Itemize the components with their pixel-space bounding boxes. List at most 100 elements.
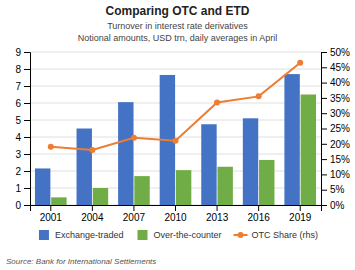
subtitle: Turnover in interest rate derivatives xyxy=(107,21,248,31)
y-tick-mark xyxy=(24,154,30,155)
grid-line xyxy=(30,103,321,104)
y2-tick-mark xyxy=(321,174,327,175)
y-tick-mark xyxy=(24,205,30,206)
y2-tick-label: 20% xyxy=(330,139,350,150)
x-tick: 2007 xyxy=(123,205,146,223)
y2-tick-label: 40% xyxy=(330,77,350,88)
y-tick: 5 xyxy=(15,115,30,126)
x-tick: 2013 xyxy=(206,205,229,223)
point xyxy=(256,93,262,99)
x-tick-label: 2019 xyxy=(289,212,312,223)
y2-tick-mark xyxy=(321,205,327,206)
x-tick-label: 2001 xyxy=(40,212,63,223)
grid-line xyxy=(30,69,321,70)
y-tick-mark xyxy=(24,52,30,53)
y-tick: 9 xyxy=(15,47,30,58)
grid-line xyxy=(30,188,321,189)
y2-axis: 0%5%10%15%20%25%30%35%40%45%50% xyxy=(321,47,350,211)
x-tick-label: 2010 xyxy=(164,212,187,223)
bar xyxy=(77,129,92,206)
grid-line xyxy=(30,137,321,138)
y2-tick: 40% xyxy=(321,77,350,88)
y2-tick-label: 0% xyxy=(330,200,345,211)
point xyxy=(48,144,54,150)
y2-tick-label: 45% xyxy=(330,62,350,73)
grid-line xyxy=(30,86,321,87)
bar xyxy=(201,124,216,205)
x-tick-mark xyxy=(258,205,259,211)
point xyxy=(131,135,137,141)
point xyxy=(297,60,303,66)
grid-line xyxy=(30,154,321,155)
y2-tick-label: 35% xyxy=(330,93,350,104)
y-tick-mark xyxy=(24,86,30,87)
line xyxy=(51,63,300,150)
plot: 2001 2004 2007 2010 2013 2016 2019 0 1 2 3 4 5 6 7 8 9 0%… xyxy=(15,47,350,223)
y-tick-label: 5 xyxy=(15,115,21,126)
legend-label: Exchange-traded xyxy=(55,230,124,240)
y2-tick: 20% xyxy=(321,139,350,150)
x-tick-label: 2016 xyxy=(248,212,271,223)
y-tick-mark xyxy=(24,171,30,172)
y-tick: 1 xyxy=(15,183,30,194)
y-tick-mark xyxy=(24,120,30,121)
grid xyxy=(30,52,321,205)
grid-line xyxy=(30,120,321,121)
axis-line xyxy=(322,53,328,206)
x-tick-mark xyxy=(133,205,134,211)
bar xyxy=(51,197,66,205)
chart: Comparing OTC and ETD Turnover in interes… xyxy=(0,0,355,270)
y2-tick-label: 50% xyxy=(330,47,350,58)
y2-tick-label: 25% xyxy=(330,123,350,134)
y-tick-mark xyxy=(24,103,30,104)
legend-swatch xyxy=(39,230,49,240)
legend-swatch xyxy=(238,232,244,238)
y2-tick-mark xyxy=(321,159,327,160)
x-tick: 2010 xyxy=(164,205,187,223)
bar xyxy=(284,74,299,205)
y2-tick: 5% xyxy=(321,184,345,195)
bar-series xyxy=(51,95,316,206)
y-tick-label: 3 xyxy=(15,149,21,160)
y2-tick-label: 5% xyxy=(330,184,345,195)
title: Comparing OTC and ETD xyxy=(106,4,250,18)
x-tick: 2001 xyxy=(40,205,63,223)
y-tick: 7 xyxy=(15,81,30,92)
y-tick-label: 0 xyxy=(15,200,21,211)
x-tick: 2019 xyxy=(289,205,312,223)
x-tick: 2004 xyxy=(81,205,104,223)
bar xyxy=(301,95,316,206)
x-tick: 2016 xyxy=(248,205,271,223)
y2-tick: 45% xyxy=(321,62,350,73)
x-axis: 2001 2004 2007 2010 2013 2016 2019 xyxy=(31,205,322,223)
bar xyxy=(259,160,274,205)
y2-tick-mark xyxy=(321,67,327,68)
source: Source: Bank for International Settlemen… xyxy=(6,257,156,266)
y-tick-label: 6 xyxy=(15,98,21,109)
legend-swatch xyxy=(138,230,148,240)
legend-item: Over-the-counter xyxy=(138,230,222,240)
legend-label: OTC Share (rhs) xyxy=(252,230,319,240)
point xyxy=(89,147,95,153)
grid-line xyxy=(30,52,321,53)
y-tick: 8 xyxy=(15,64,30,75)
x-tick-label: 2013 xyxy=(206,212,229,223)
bar xyxy=(35,168,50,205)
axis-line xyxy=(31,206,322,212)
point xyxy=(173,138,179,144)
y2-tick: 50% xyxy=(321,47,350,58)
x-tick-label: 2004 xyxy=(81,212,104,223)
y-tick-label: 9 xyxy=(15,47,21,58)
y2-tick-mark xyxy=(321,144,327,145)
y-tick-label: 7 xyxy=(15,81,21,92)
y-tick: 0 xyxy=(15,200,30,211)
bar xyxy=(176,170,191,205)
y2-tick: 15% xyxy=(321,154,350,165)
bar xyxy=(217,167,232,205)
point xyxy=(214,99,220,105)
y-tick: 4 xyxy=(15,132,30,143)
y-axis: 0 1 2 3 4 5 6 7 8 9 xyxy=(15,47,30,211)
y-tick-label: 2 xyxy=(15,166,21,177)
y2-tick-mark xyxy=(321,113,327,114)
y2-tick: 30% xyxy=(321,108,350,119)
